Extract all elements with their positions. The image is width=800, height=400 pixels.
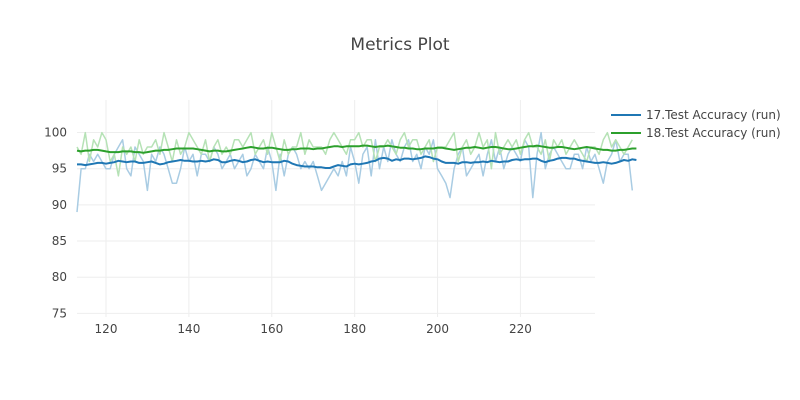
series-2-raw-line — [76, 131, 633, 177]
y-tick-label: 90 — [52, 198, 67, 212]
x-tick-label: 160 — [260, 322, 283, 336]
series-1-raw-line — [76, 131, 634, 213]
y-tick-label: 80 — [52, 270, 67, 284]
x-tick-label: 220 — [509, 322, 532, 336]
raw-series-layer — [76, 131, 634, 213]
series-2-smoothed-line — [76, 144, 637, 154]
legend-label: 18.Test Accuracy (run) — [646, 126, 781, 140]
legend-label: 17.Test Accuracy (run) — [646, 108, 781, 122]
y-tick-label: 95 — [52, 162, 67, 176]
y-tick-label: 85 — [52, 234, 67, 248]
x-tick-label: 120 — [95, 322, 118, 336]
y-tick-label: 100 — [44, 126, 67, 140]
y-tick-label: 75 — [52, 306, 67, 320]
legend-item[interactable]: 18.Test Accuracy (run) — [611, 126, 781, 140]
x-tick-label: 180 — [343, 322, 366, 336]
x-tick-label: 140 — [177, 322, 200, 336]
series-1-smoothed-line — [77, 155, 637, 169]
legend[interactable]: 17.Test Accuracy (run) 18.Test Accuracy (… — [611, 108, 781, 140]
chart-title: Metrics Plot — [350, 35, 449, 55]
smoothed-series-layer — [76, 144, 637, 169]
axis-ticks: 75 80 85 90 95 100 120 140 160 180 200 220 — [44, 126, 532, 336]
x-tick-label: 200 — [426, 322, 449, 336]
legend-item[interactable]: 17.Test Accuracy (run) — [611, 108, 781, 122]
grid-lines — [77, 100, 595, 317]
